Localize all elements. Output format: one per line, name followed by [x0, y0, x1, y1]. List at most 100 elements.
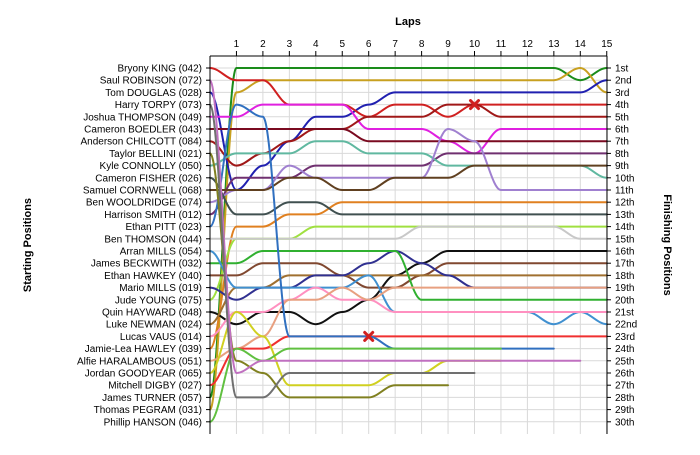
competitor-line-22 [209, 286, 608, 338]
starting-position-label: Ethan PITT (023) [125, 222, 202, 233]
starting-labels: Bryony KING (042)Saul ROBINSON (072)Tom … [77, 64, 202, 429]
x-axis-title: Laps [395, 16, 421, 28]
starting-position-label: Harrison SMITH (012) [104, 210, 202, 221]
finishing-position-label: 1st [615, 64, 629, 75]
competitor-line-6 [209, 103, 608, 167]
finishing-position-label: 16th [615, 247, 634, 258]
starting-position-label: Ben WOOLDRIDGE (074) [86, 198, 202, 209]
crash-marker [469, 99, 480, 111]
x-tick-label: 11 [496, 39, 507, 50]
starting-position-label: Bryony KING (042) [118, 64, 202, 75]
starting-position-label: Kyle CONNOLLY (050) [100, 161, 202, 172]
x-tick-label: 6 [366, 39, 372, 50]
finishing-labels: 1st2nd3rd4th5th6th7th8th9th10th11th12th1… [615, 64, 637, 429]
starting-position-label: James TURNER (057) [102, 393, 202, 404]
finishing-position-label: 3rd [615, 88, 629, 99]
x-tick-label: 2 [260, 39, 266, 50]
starting-position-label: Ethan HAWKEY (040) [104, 271, 202, 282]
x-tick-label: 13 [548, 39, 560, 50]
starting-position-label: Cameron FISHER (026) [95, 173, 202, 184]
finishing-position-label: 28th [615, 393, 634, 404]
x-tick-labels: 1 2 3 4 5 6 7 8 9 10 11 12 13 14 15 [234, 39, 613, 50]
competitor-line-12 [209, 201, 608, 350]
finishing-position-label: 18th [615, 271, 634, 282]
starting-position-label: Lucas VAUS (014) [120, 332, 202, 343]
starting-position-label: Arran MILLS (054) [120, 247, 202, 258]
finishing-position-label: 7th [615, 137, 629, 148]
finishing-position-label: 21st [615, 308, 634, 319]
finishing-position-label: 12th [615, 198, 634, 209]
finishing-position-label: 19th [615, 283, 634, 294]
competitor-line-20 [209, 250, 608, 301]
left-axis-title: Starting Positions [22, 198, 34, 292]
competitor-line-23 [209, 286, 608, 362]
finishing-position-label: 5th [615, 112, 629, 123]
finishing-position-label: 23rd [615, 332, 635, 343]
finishing-position-label: 9th [615, 161, 629, 172]
competitor-line-27 [209, 152, 449, 399]
starting-position-label: Ben THOMSON (044) [104, 234, 202, 245]
finishing-position-label: 22nd [615, 320, 637, 331]
finishing-position-label: 6th [615, 125, 629, 136]
x-tick-label: 4 [313, 39, 319, 50]
finishing-position-label: 26th [615, 369, 634, 380]
competitor-line-24 [209, 335, 608, 387]
x-tick-label: 3 [287, 39, 293, 50]
starting-position-label: Jordan GOODYEAR (065) [85, 369, 202, 380]
competitor-line-2 [209, 67, 608, 411]
starting-position-label: James BECKWITH (032) [91, 259, 202, 270]
starting-position-label: Mario MILLS (019) [119, 283, 202, 294]
starting-position-label: Taylor BELLINI (021) [109, 149, 202, 160]
starting-position-label: Jude YOUNG (075) [115, 295, 202, 306]
starting-position-label: Tom DOUGLAS (028) [105, 88, 202, 99]
finishing-position-label: 13th [615, 210, 634, 221]
starting-position-label: Phillip HANSON (046) [104, 417, 202, 428]
finishing-position-label: 2nd [615, 76, 632, 87]
annotations [363, 99, 480, 342]
finishing-position-label: 27th [615, 381, 634, 392]
starting-position-label: Joshua THOMPSON (049) [83, 112, 202, 123]
x-tick-label: 5 [339, 39, 345, 50]
starting-position-label: Harry TORPY (073) [115, 100, 202, 111]
starting-position-label: Saul ROBINSON (072) [100, 76, 202, 87]
starting-position-label: Quin HAYWARD (048) [102, 308, 202, 319]
starting-position-label: Luke NEWMAN (024) [106, 320, 202, 331]
competitor-line-13 [209, 176, 608, 216]
competitor-line-28 [209, 347, 502, 423]
starting-position-label: Anderson CHILCOTT (084) [80, 137, 202, 148]
axes [206, 51, 611, 434]
x-tick-label: 8 [419, 39, 425, 50]
finishing-position-label: 24th [615, 344, 634, 355]
finishing-position-label: 11th [615, 186, 634, 197]
competitor-line-5 [209, 103, 608, 155]
starting-position-label: Mitchell DIGBY (027) [108, 381, 202, 392]
starting-position-label: Cameron BOEDLER (043) [84, 125, 202, 136]
x-tick-label: 9 [445, 39, 451, 50]
finishing-position-label: 10th [615, 173, 634, 184]
finishing-position-label: 25th [615, 356, 634, 367]
competitor-line-7 [209, 127, 608, 143]
finishing-position-label: 30th [615, 417, 634, 428]
starting-position-label: Alfie HARALAMBOUS (051) [77, 356, 202, 367]
competitor-line-1 [209, 67, 608, 399]
competitor-line-29 [209, 79, 582, 374]
x-tick-label: 10 [469, 39, 481, 50]
finishing-position-label: 17th [615, 259, 634, 270]
finishing-position-label: 14th [615, 222, 634, 233]
x-tick-label: 15 [601, 39, 613, 50]
finishing-position-label: 20th [615, 295, 634, 306]
finishing-position-label: 4th [615, 100, 629, 111]
starting-position-label: Samuel CORNWELL (068) [83, 186, 202, 197]
x-tick-label: 12 [522, 39, 534, 50]
finishing-position-label: 29th [615, 405, 634, 416]
competitor-line-4 [209, 67, 608, 118]
right-axis-title: Finishing Positions [661, 194, 673, 295]
x-tick-label: 1 [234, 39, 240, 50]
starting-position-label: Jamie-Lea HAWLEY (039) [85, 344, 202, 355]
competitor-line-17 [209, 262, 608, 289]
competitor-line-3 [209, 79, 608, 191]
starting-position-label: Thomas PEGRAM (031) [94, 405, 202, 416]
x-tick-label: 14 [575, 39, 587, 50]
